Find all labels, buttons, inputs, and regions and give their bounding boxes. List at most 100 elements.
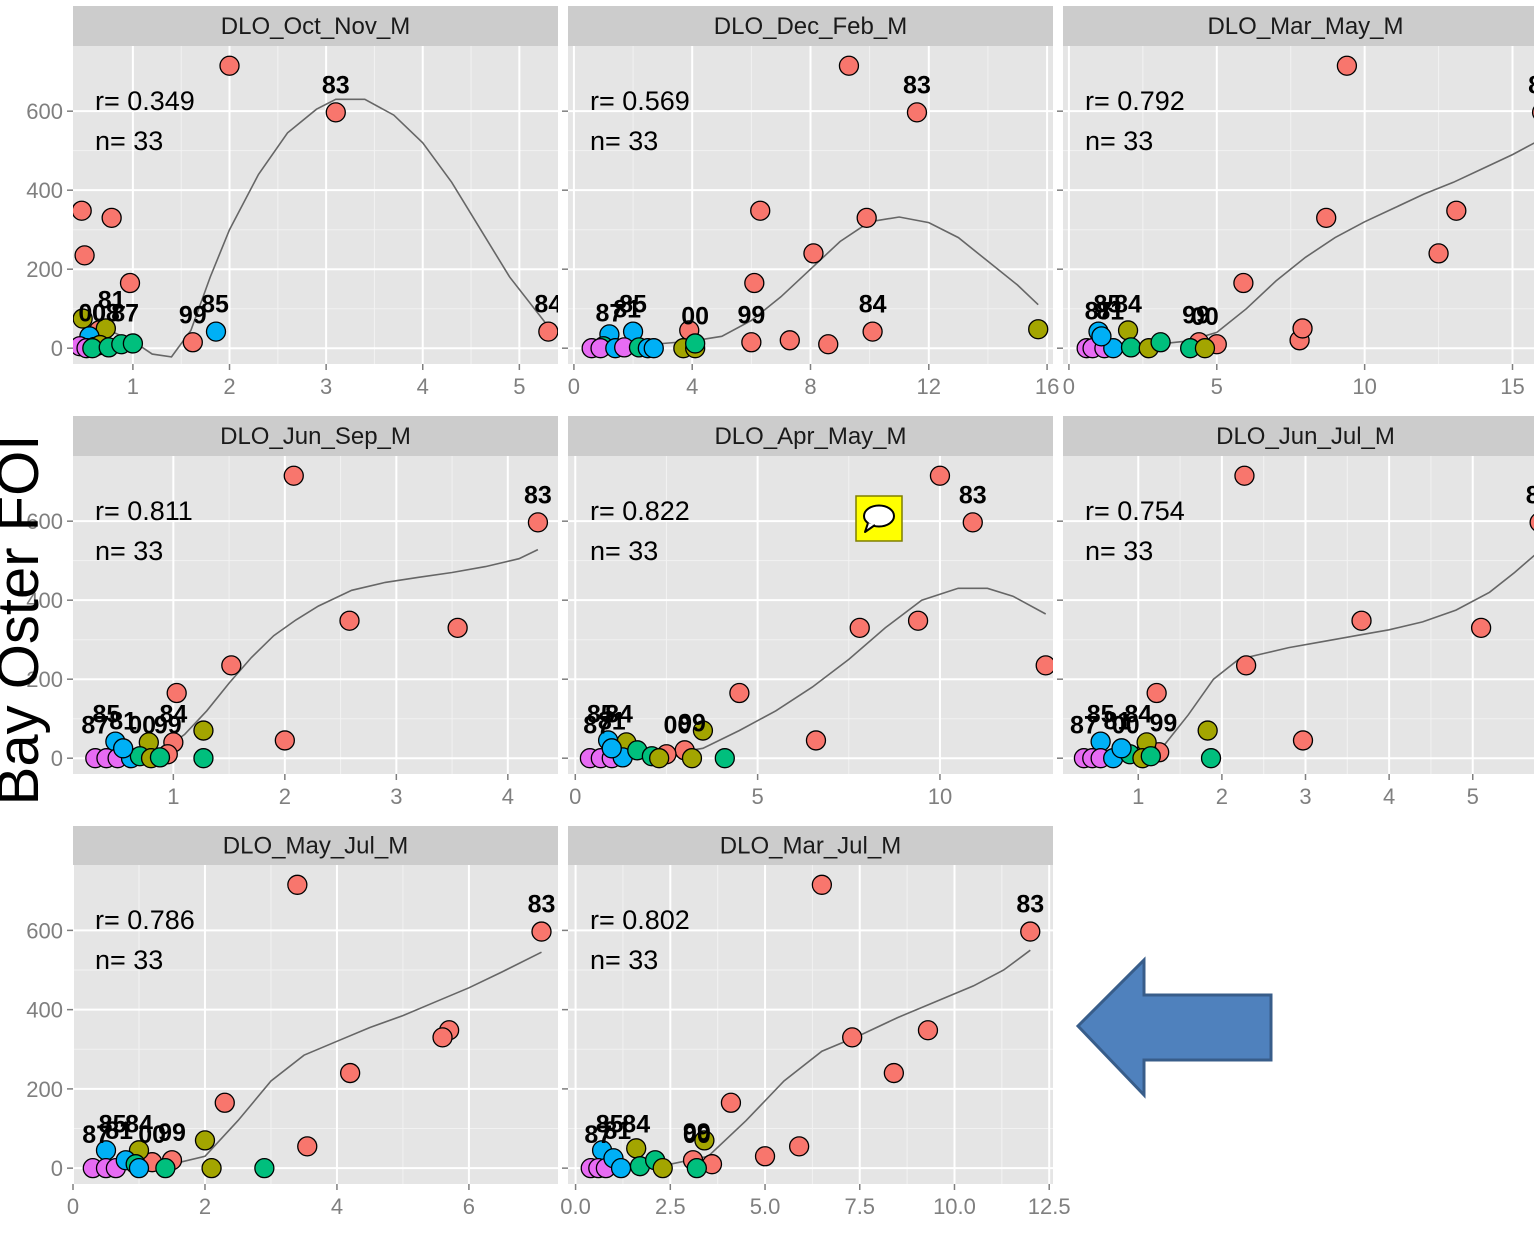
point-label: 00 [683,1121,711,1149]
facet-strip [73,416,558,456]
correlation-label: r= 0.822 [590,496,690,526]
scatter-point [856,207,877,228]
point-label: 85 [1093,291,1121,319]
facet-strip-title: DLO_Apr_May_M [714,423,906,450]
facet-strip-title: DLO_May_Jul_M [223,833,408,860]
scatter-point [201,1157,222,1179]
scatter-point [744,272,765,294]
point-label: 00 [1191,303,1219,331]
x-tick-label: 6 [463,1194,475,1219]
point-label: 87 [111,299,139,327]
sample-size-label: n= 33 [95,945,163,975]
point-label: 85 [99,1111,127,1139]
scatter-point [432,1027,453,1048]
scatter-point [1336,55,1358,76]
correlation-label: r= 0.569 [590,86,690,116]
point-label: 83 [1016,891,1044,919]
facet-strip-title: DLO_Jun_Jul_M [1216,423,1395,450]
scatter-point [1233,272,1254,294]
point-label: 85 [201,291,229,319]
scatter-point [221,655,242,676]
point-label: 83 [322,71,350,99]
scatter-point [1091,326,1112,347]
scatter-point [838,55,860,76]
point-label: 83 [903,71,931,99]
scatter-point [339,610,360,631]
scatter-point [1292,730,1314,751]
x-tick-label: 0 [1063,374,1075,399]
panel-background [568,456,1053,774]
scatter-point [601,738,622,759]
x-tick-label: 4 [417,374,429,399]
scatter-point [750,200,771,221]
correlation-label: r= 0.802 [590,905,690,935]
facet-strip-title: DLO_Mar_May_M [1207,13,1403,40]
x-tick-label: 0 [67,1194,79,1219]
correlation-label: r= 0.792 [1085,86,1185,116]
x-tick-label: 8 [804,374,816,399]
panel-background [1063,456,1534,774]
point-label: 81 [598,707,626,735]
scatter-point [155,1157,176,1179]
point-label: 99 [678,709,706,737]
x-tick-label: 10.0 [933,1194,976,1219]
point-label: 00 [663,711,691,739]
x-tick-label: 4 [686,374,698,399]
scatter-point [962,512,983,533]
scatter-point [907,610,929,631]
point-label: 84 [859,291,887,319]
scatter-point [119,272,141,294]
facet-strip [568,416,1053,456]
scatter-point [1120,337,1142,358]
speech-bubble-icon[interactable] [855,495,903,542]
scatter-point [74,245,95,266]
scatter-point [1470,617,1492,638]
scatter-point [1292,318,1313,339]
correlation-label: r= 0.811 [95,496,193,526]
scatter-point [1235,655,1257,676]
scatter-point [194,1130,216,1151]
y-tick-label: 400 [26,178,63,203]
point-label: 84 [1124,701,1152,729]
x-tick-label: 1 [127,374,139,399]
y-tick-label: 200 [26,1077,63,1102]
scatter-point [101,207,122,228]
sample-size-label: n= 33 [1085,126,1153,156]
point-label: 83 [528,891,556,919]
x-tick-label: 12 [917,374,941,399]
scatter-point [283,465,304,486]
point-label: 99 [158,1119,186,1147]
scatter-point [1529,513,1534,531]
y-tick-label: 400 [26,998,63,1023]
facet-strip [73,826,558,865]
point-label: 85 [596,1111,624,1139]
point-label: 00 [1112,711,1140,739]
point-label: 00 [681,302,709,330]
x-tick-label: 3 [390,784,402,809]
point-label: 81 [109,707,137,735]
point-label: 99 [1149,709,1177,737]
scatter-point [720,1092,742,1113]
panel-background [73,865,558,1184]
y-axis-label: Bay Oster FOI [0,435,51,806]
point-label: 81 [603,1117,631,1145]
scatter-point [681,748,703,769]
point-label: 84 [622,1111,650,1139]
x-tick-label: 10 [1352,374,1376,399]
point-label: 85 [93,701,121,729]
correlation-label: r= 0.349 [95,86,195,116]
scatter-point [1428,243,1449,264]
scatter-point [1316,207,1337,228]
scatter-point [1140,746,1161,767]
scatter-point [527,512,549,533]
x-tick-label: 10 [928,784,952,809]
correlation-label: r= 0.754 [1085,496,1185,526]
scatter-point [193,720,214,741]
scatter-point [883,1062,905,1084]
smooth-line [1098,142,1534,349]
